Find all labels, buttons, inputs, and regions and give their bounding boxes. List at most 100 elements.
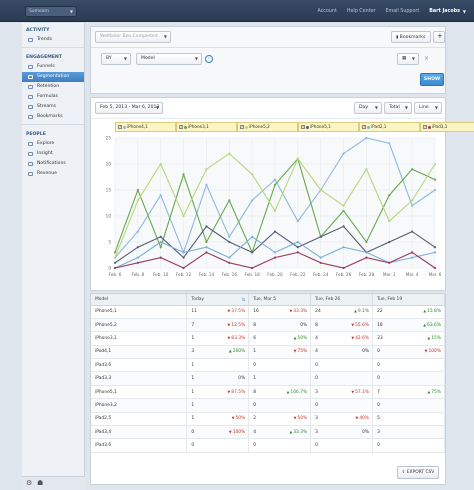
chart-type-select[interactable]: Line ▼ xyxy=(414,102,442,114)
sidebar-item-trends[interactable]: Trends xyxy=(22,35,84,45)
table-row: iPhone3,1 1 ▼83.3% 6 ▲50% 4 ▼42.6% 23 ▲15% xyxy=(91,331,445,346)
arrow-right-icon[interactable]: › xyxy=(205,55,213,63)
email-support-link[interactable]: Email Support xyxy=(385,8,420,14)
cell-value: 1 xyxy=(253,376,257,382)
property-select[interactable]: Model ▼ xyxy=(136,53,202,65)
legend-item[interactable]: ✓ iPhone5,2 xyxy=(237,122,298,132)
legend-label: iPhone4,1 xyxy=(127,124,148,129)
column-header-today[interactable]: Today ⇅ xyxy=(186,294,250,306)
cell-change: ▼40% xyxy=(356,416,370,421)
legend-swatch xyxy=(367,126,370,129)
chevron-down-icon[interactable]: ▼ xyxy=(462,8,466,14)
export-csv-label: EXPORT CSV xyxy=(406,470,435,475)
column-header-model[interactable]: Model xyxy=(91,294,188,306)
cell-content: 18 ▲63.6% xyxy=(377,323,441,328)
sidebar-footer: ⚙ ☗ xyxy=(22,476,85,490)
data-point xyxy=(433,162,437,166)
close-icon[interactable]: × xyxy=(424,55,430,62)
data-point xyxy=(113,261,117,264)
checkbox[interactable]: ✓ xyxy=(118,125,122,129)
cell-change: ▼100% xyxy=(425,349,441,354)
top-bar: Somearn ▼ Account Help Center Email Supp… xyxy=(0,0,474,22)
checkbox[interactable]: ✓ xyxy=(301,125,305,129)
value-cell: 3 ▲200% xyxy=(186,345,250,360)
column-header-mar5[interactable]: Tue, Mar 5 xyxy=(248,294,312,306)
cell-value: 7 xyxy=(191,322,195,328)
cell-value: 0 xyxy=(315,443,318,449)
cell-value: 3 xyxy=(315,416,318,422)
person-icon[interactable]: ☗ xyxy=(37,479,44,487)
value-cell: 8 ▼55.6% xyxy=(310,318,374,333)
sidebar-item-revenue[interactable]: Revenue xyxy=(22,169,84,179)
checkbox[interactable]: ✓ xyxy=(179,125,183,129)
legend-item[interactable]: ✓ iPhone5,1 xyxy=(298,122,359,132)
cell-change: ▼50% xyxy=(294,416,308,421)
data-point xyxy=(365,136,368,140)
app-selector[interactable]: Somearn ▼ xyxy=(25,6,77,17)
data-point xyxy=(205,251,208,254)
sidebar-item-notifications[interactable]: Notifications xyxy=(22,159,84,169)
show-button[interactable]: SHOW xyxy=(420,73,444,86)
cell-content: 0 xyxy=(377,363,441,368)
data-point xyxy=(433,188,437,192)
add-button[interactable]: + xyxy=(433,31,445,43)
cell-change: 0% xyxy=(362,430,369,435)
column-header-feb19[interactable]: Tue, Feb 19 xyxy=(372,294,445,306)
legend-item[interactable]: ✓ iPhone3,1 xyxy=(176,122,237,132)
sidebar-item-retention[interactable]: Retention xyxy=(22,82,84,92)
by-select[interactable]: BY ▼ xyxy=(101,53,131,65)
sidebar-item-explore[interactable]: Explore xyxy=(22,139,84,149)
legend-item[interactable]: ✓ iPad2,1 xyxy=(359,122,420,132)
value-cell: 7 ▼12.5% xyxy=(186,318,250,333)
sidebar-item-segmentation[interactable]: Segmentation xyxy=(22,72,84,82)
checkbox[interactable]: ✓ xyxy=(423,125,427,129)
cell-value: 0 xyxy=(191,443,195,449)
sort-icon[interactable]: ⇅ xyxy=(241,296,246,302)
unit-select[interactable]: Day ▼ xyxy=(354,102,382,114)
bookmarks-button[interactable]: ▮ Bookmarks xyxy=(391,31,431,43)
data-point xyxy=(296,246,299,249)
account-link[interactable]: Account xyxy=(317,8,337,14)
cell-content: 1 xyxy=(253,376,307,381)
checkbox[interactable]: ✓ xyxy=(240,125,244,129)
value-cell: 6 ▲50% xyxy=(248,331,312,346)
filter-select[interactable]: ▦ ▼ xyxy=(397,53,419,65)
cell-content: 0 xyxy=(315,376,369,381)
cell-value: 0 xyxy=(253,443,257,449)
sidebar-item-streams[interactable]: Streams xyxy=(22,102,84,112)
arrow-up-icon: ▲ xyxy=(427,389,431,394)
sidebar-item-formulas[interactable]: Formulas xyxy=(22,92,84,102)
sidebar-item-bookmarks[interactable]: Bookmarks xyxy=(22,112,84,122)
value-cell: 0 xyxy=(310,398,374,413)
user-menu[interactable]: Bart Jacobs xyxy=(429,8,460,14)
funnel-icon xyxy=(28,65,33,69)
legend-swatch xyxy=(245,126,248,129)
cell-value: 0 xyxy=(315,376,318,382)
checkbox[interactable]: ✓ xyxy=(362,125,366,129)
date-range-value: Feb 5, 2013 - Mar 6, 2013 xyxy=(100,105,160,110)
sidebar-item-insight[interactable]: Insight xyxy=(22,149,84,159)
event-select[interactable]: WeMailer Box Completed ▼ xyxy=(95,31,171,43)
gear-icon[interactable]: ⚙ xyxy=(26,479,33,487)
data-point xyxy=(136,256,139,259)
cell-content: 0 xyxy=(315,403,369,408)
sidebar-item-funnels[interactable]: Funnels xyxy=(22,62,84,72)
cell-content: 4 ▲33.3% xyxy=(253,430,307,435)
model-cell: iPhone5,1 xyxy=(91,305,188,319)
chevron-down-icon: ▼ xyxy=(194,56,198,61)
cell-content: 1 ▼50% xyxy=(191,416,245,421)
help-center-link[interactable]: Help Center xyxy=(346,8,376,14)
column-header-feb26[interactable]: Tue, Feb 26 xyxy=(310,294,374,306)
date-range-picker[interactable]: Feb 5, 2013 - Mar 6, 2013 ▼ xyxy=(95,102,163,114)
x-tick-label: Feb. 18 xyxy=(244,272,260,277)
divider xyxy=(91,47,445,48)
data-point xyxy=(136,246,139,249)
cell-value: 0 xyxy=(191,429,195,435)
unit-value: Day xyxy=(359,105,369,110)
data-point xyxy=(205,246,208,249)
export-csv-button[interactable]: ⇪ EXPORT CSV xyxy=(397,466,439,479)
sidebar-item-label: Segmentation xyxy=(37,74,70,79)
legend-item[interactable]: ✓ iPad3,1 xyxy=(420,122,474,132)
measure-select[interactable]: Total ▼ xyxy=(384,102,412,114)
legend-item[interactable]: ✓ iPhone4,1 xyxy=(115,122,176,132)
